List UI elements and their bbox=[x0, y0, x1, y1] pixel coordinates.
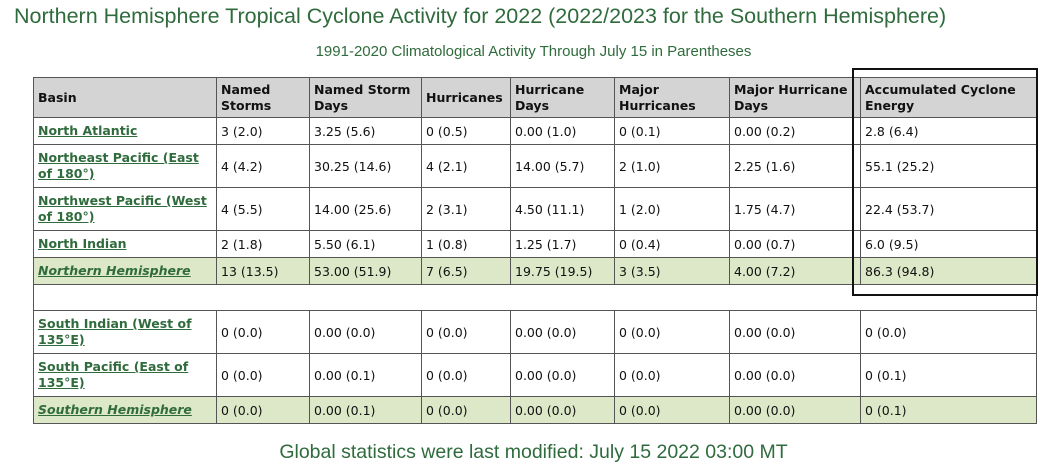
header-ace: Accumulated Cyclone Energy bbox=[860, 77, 1037, 118]
table-cell: 22.4 (53.7) bbox=[860, 187, 1037, 231]
table-row: North Indian 2 (1.8) 5.50 (6.1) 1 (0.8) … bbox=[33, 230, 1037, 258]
table-cell: 1.25 (1.7) bbox=[510, 230, 615, 258]
table-cell: 0.00 (0.0) bbox=[729, 310, 861, 354]
table-cell: 0 (0.5) bbox=[421, 117, 511, 145]
basin-cell: North Indian bbox=[33, 230, 217, 258]
table-cell: 0 (0.1) bbox=[860, 353, 1037, 397]
table-cell: 30.25 (14.6) bbox=[309, 144, 422, 188]
basin-cell: Northwest Pacific (West of 180°) bbox=[33, 187, 217, 231]
table-cell: 6.0 (9.5) bbox=[860, 230, 1037, 258]
table-row: Northeast Pacific (East of 180°) 4 (4.2)… bbox=[33, 144, 1037, 188]
table-cell: 3 (3.5) bbox=[614, 257, 730, 285]
separator-row bbox=[33, 284, 1037, 311]
basin-cell: Northeast Pacific (East of 180°) bbox=[33, 144, 217, 188]
basin-cell: Northern Hemisphere bbox=[33, 257, 217, 285]
table-row: North Atlantic 3 (2.0) 3.25 (5.6) 0 (0.5… bbox=[33, 117, 1037, 145]
table-cell: 0.00 (0.1) bbox=[309, 353, 422, 397]
table-cell: 4.00 (7.2) bbox=[729, 257, 861, 285]
header-hurricane-days: Hurricane Days bbox=[510, 77, 615, 118]
basin-cell: Southern Hemisphere bbox=[33, 396, 217, 424]
table-cell: 0.00 (1.0) bbox=[510, 117, 615, 145]
total-row-northern: Northern Hemisphere 13 (13.5) 53.00 (51.… bbox=[33, 257, 1037, 285]
table-cell: 0 (0.0) bbox=[216, 310, 310, 354]
table-cell: 2 (1.0) bbox=[614, 144, 730, 188]
table-cell: 1.75 (4.7) bbox=[729, 187, 861, 231]
table-cell: 0.00 (0.0) bbox=[309, 310, 422, 354]
table-cell: 5.50 (6.1) bbox=[309, 230, 422, 258]
table-cell: 0 (0.0) bbox=[216, 353, 310, 397]
table-cell: 0.00 (0.0) bbox=[729, 353, 861, 397]
header-row: Basin Named Storms Named Storm Days Hurr… bbox=[33, 77, 1037, 118]
table-cell: 19.75 (19.5) bbox=[510, 257, 615, 285]
table-cell: 0.00 (0.1) bbox=[309, 396, 422, 424]
last-modified-note: Global statistics were last modified: Ju… bbox=[279, 441, 788, 463]
table-row: Northwest Pacific (West of 180°) 4 (5.5)… bbox=[33, 187, 1037, 231]
table-cell: 0 (0.1) bbox=[614, 117, 730, 145]
table-cell: 0.00 (0.0) bbox=[729, 396, 861, 424]
table-cell: 0 (0.0) bbox=[614, 310, 730, 354]
table-cell: 0 (0.0) bbox=[614, 353, 730, 397]
table-cell: 14.00 (5.7) bbox=[510, 144, 615, 188]
table-row: South Indian (West of 135°E) 0 (0.0) 0.0… bbox=[33, 310, 1037, 354]
table-cell: 13 (13.5) bbox=[216, 257, 310, 285]
table-cell: 2.25 (1.6) bbox=[729, 144, 861, 188]
cyclone-activity-table: Basin Named Storms Named Storm Days Hurr… bbox=[33, 77, 1037, 424]
table-cell: 0 (0.0) bbox=[421, 353, 511, 397]
table-cell: 7 (6.5) bbox=[421, 257, 511, 285]
header-named-storm-days: Named Storm Days bbox=[309, 77, 422, 118]
table-cell: 53.00 (51.9) bbox=[309, 257, 422, 285]
basin-link-north-indian[interactable]: North Indian bbox=[38, 236, 127, 251]
table-cell: 0 (0.0) bbox=[860, 310, 1037, 354]
header-major-hurricanes: Major Hurricanes bbox=[614, 77, 730, 118]
table-cell: 4.50 (11.1) bbox=[510, 187, 615, 231]
table-cell: 0 (0.0) bbox=[216, 396, 310, 424]
separator-cell bbox=[33, 284, 1037, 311]
basin-link-south-indian[interactable]: South Indian (West of 135°E) bbox=[38, 316, 192, 347]
table-cell: 4 (4.2) bbox=[216, 144, 310, 188]
table-cell: 86.3 (94.8) bbox=[860, 257, 1037, 285]
table-cell: 4 (2.1) bbox=[421, 144, 511, 188]
basin-cell: North Atlantic bbox=[33, 117, 217, 145]
basin-link-northeast-pacific[interactable]: Northeast Pacific (East of 180°) bbox=[38, 150, 199, 181]
table-cell: 55.1 (25.2) bbox=[860, 144, 1037, 188]
table-cell: 0 (0.0) bbox=[421, 396, 511, 424]
table-cell: 0 (0.4) bbox=[614, 230, 730, 258]
table-cell: 4 (5.5) bbox=[216, 187, 310, 231]
header-major-hurricane-days: Major Hurricane Days bbox=[729, 77, 861, 118]
table-cell: 0.00 (0.0) bbox=[510, 396, 615, 424]
table-cell: 0 (0.0) bbox=[614, 396, 730, 424]
table-cell: 3 (2.0) bbox=[216, 117, 310, 145]
basin-link-south-pacific[interactable]: South Pacific (East of 135°E) bbox=[38, 359, 189, 390]
table-row: South Pacific (East of 135°E) 0 (0.0) 0.… bbox=[33, 353, 1037, 397]
table-cell: 1 (2.0) bbox=[614, 187, 730, 231]
table-cell: 1 (0.8) bbox=[421, 230, 511, 258]
basin-link-northern-hemisphere[interactable]: Northern Hemisphere bbox=[38, 263, 191, 278]
table-cell: 0 (0.1) bbox=[860, 396, 1037, 424]
table-cell: 2 (3.1) bbox=[421, 187, 511, 231]
basin-cell: South Pacific (East of 135°E) bbox=[33, 353, 217, 397]
table-cell: 0.00 (0.7) bbox=[729, 230, 861, 258]
table-cell: 14.00 (25.6) bbox=[309, 187, 422, 231]
table-cell: 2.8 (6.4) bbox=[860, 117, 1037, 145]
page-title: Northern Hemisphere Tropical Cyclone Act… bbox=[14, 4, 947, 28]
table-cell: 3.25 (5.6) bbox=[309, 117, 422, 145]
total-row-southern: Southern Hemisphere 0 (0.0) 0.00 (0.1) 0… bbox=[33, 396, 1037, 424]
header-hurricanes: Hurricanes bbox=[421, 77, 511, 118]
header-basin: Basin bbox=[33, 77, 217, 118]
basin-cell: South Indian (West of 135°E) bbox=[33, 310, 217, 354]
table-cell: 0 (0.0) bbox=[421, 310, 511, 354]
basin-link-southern-hemisphere[interactable]: Southern Hemisphere bbox=[38, 402, 192, 417]
table-cell: 0.00 (0.2) bbox=[729, 117, 861, 145]
basin-link-north-atlantic[interactable]: North Atlantic bbox=[38, 123, 138, 138]
basin-link-northwest-pacific[interactable]: Northwest Pacific (West of 180°) bbox=[38, 193, 207, 224]
table-cell: 0.00 (0.0) bbox=[510, 310, 615, 354]
table-cell: 0.00 (0.0) bbox=[510, 353, 615, 397]
header-named-storms: Named Storms bbox=[216, 77, 310, 118]
table-cell: 2 (1.8) bbox=[216, 230, 310, 258]
page-subtitle: 1991-2020 Climatological Activity Throug… bbox=[315, 43, 752, 60]
